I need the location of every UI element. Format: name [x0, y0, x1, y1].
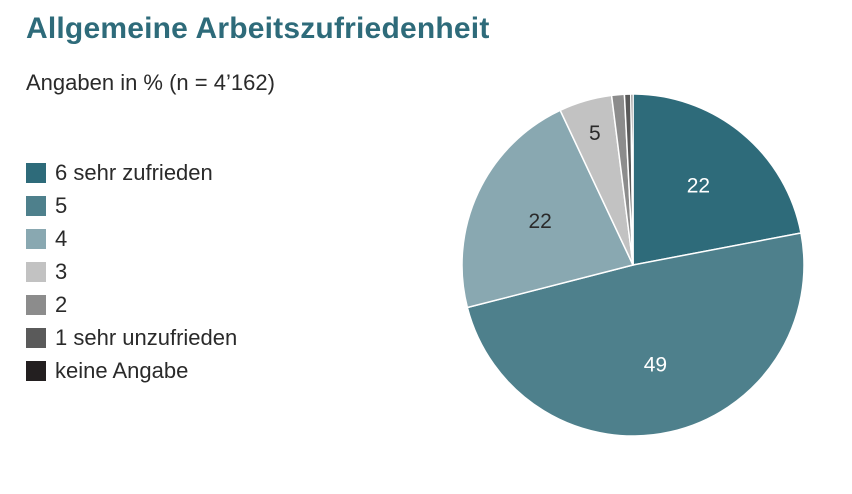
pie-slice [632, 93, 802, 266]
legend-item: 1 sehr unzufrieden [26, 321, 237, 354]
legend-label: 3 [55, 258, 68, 284]
legend-label: 4 [55, 225, 68, 251]
pie-slice [466, 232, 805, 437]
legend-item: 3 [26, 255, 237, 288]
legend-label: 1 sehr unzufrieden [55, 324, 238, 350]
chart-title: Allgemeine Arbeitszufriedenheit [26, 12, 490, 45]
legend-label: 2 [55, 291, 68, 317]
legend-item: 4 [26, 222, 237, 255]
legend-label: keine Angabe [55, 357, 189, 383]
legend-item: 6 sehr zufrieden [26, 156, 237, 189]
chart-subtitle: Angaben in % (n = 4’162) [26, 70, 275, 95]
slice-data-label: 22 [528, 210, 551, 233]
legend-item: keine Angabe [26, 354, 237, 387]
slice-data-label: 5 [589, 122, 601, 145]
legend-swatch [26, 327, 46, 348]
legend-swatch [26, 228, 46, 249]
legend-label: 6 sehr zufrieden [55, 159, 213, 185]
legend-item: 2 [26, 288, 237, 321]
legend-item: 5 [26, 189, 237, 222]
slice-data-label: 22 [687, 174, 710, 197]
legend-swatch [26, 294, 46, 315]
pie-slice [461, 109, 634, 309]
legend-swatch [26, 195, 46, 216]
legend-label: 5 [55, 192, 68, 218]
pie-slice [630, 93, 634, 266]
legend: 6 sehr zufrieden 5 4 3 2 1 sehr unzufrieden ke… [26, 156, 237, 387]
slice-data-label: 49 [644, 354, 667, 377]
legend-swatch [26, 261, 46, 282]
legend-swatch [26, 360, 46, 381]
legend-swatch [26, 162, 46, 183]
